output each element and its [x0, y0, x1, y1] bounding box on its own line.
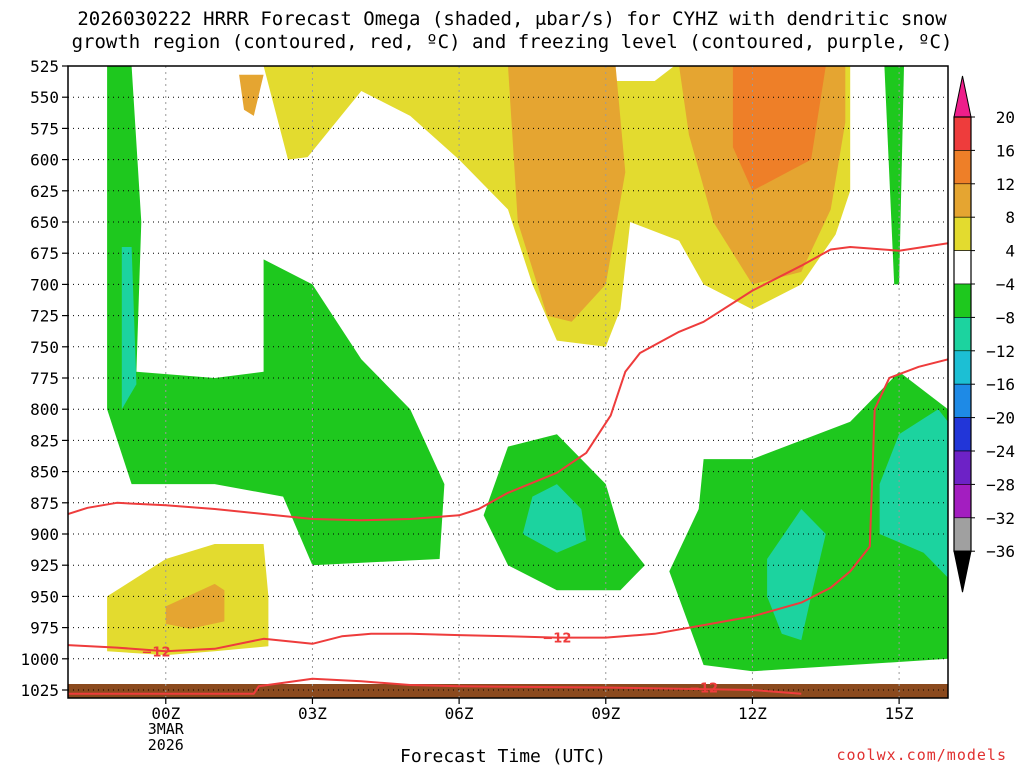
colorbar-outline	[953, 116, 972, 552]
colorbar-bin-3	[953, 183, 972, 218]
plot-border	[67, 65, 949, 699]
ytick-label-925: 925	[30, 556, 59, 575]
colorbar-label-2: 12	[996, 175, 1015, 194]
colorbar-bin-12	[953, 484, 972, 519]
contour-label-2: −12	[689, 682, 718, 697]
y-axis: 525 550 575 600 625 650 675 700 725 750 775 800 825 8…	[20, 57, 68, 700]
colorbar-bin-4	[953, 216, 972, 251]
plot-frame	[67, 65, 949, 699]
omega-region-14	[879, 409, 948, 578]
ytick-label-725: 725	[30, 307, 59, 326]
colorbar-bin-5	[953, 250, 972, 285]
ytick-label-1025: 1025	[20, 681, 59, 700]
xtick-label-06Z: 06Z	[445, 704, 474, 723]
ytick-label-625: 625	[30, 182, 59, 201]
ytick-label-550: 550	[30, 88, 59, 107]
shaded-omega-regions	[68, 66, 948, 698]
omega-region-11	[121, 247, 137, 410]
colorbar-bin-6	[953, 283, 972, 318]
ytick-label-750: 750	[30, 338, 59, 357]
ytick-label-700: 700	[30, 275, 59, 294]
colorbar-bin-11	[953, 450, 972, 485]
colorbar-label-12: −32	[986, 509, 1015, 528]
temperature-contours	[68, 242, 948, 695]
colorbar-bottom-triangle	[953, 550, 972, 593]
colorbar-label-0: 20	[996, 108, 1015, 127]
colorbar-label-13: −36	[986, 542, 1015, 561]
ytick-label-800: 800	[30, 400, 59, 419]
contour-label-1: −12	[542, 632, 571, 647]
colorbar-bin-2	[953, 150, 972, 185]
colorbar-top-triangle	[953, 75, 972, 118]
x-date-label-year: 2026	[148, 736, 184, 754]
ytick-label-675: 675	[30, 244, 59, 263]
omega-region-10	[884, 66, 904, 285]
colorbar-label-10: −24	[986, 442, 1015, 461]
ytick-label-650: 650	[30, 213, 59, 232]
dotted-grid	[68, 65, 948, 698]
ytick-label-900: 900	[30, 525, 59, 544]
ytick-label-875: 875	[30, 494, 59, 513]
ytick-label-1000: 1000	[20, 650, 59, 669]
colorbar-label-9: −20	[986, 409, 1015, 428]
omega-region-2	[239, 74, 264, 116]
x-date-label-day: 3MAR	[148, 720, 185, 738]
colorbar-label-3: 8	[1005, 208, 1015, 227]
chart-title-line1: 2026030222 HRRR Forecast Omega (shaded, …	[77, 8, 947, 30]
ytick-label-975: 975	[30, 619, 59, 638]
xtick-label-09Z: 09Z	[591, 704, 620, 723]
colorbar-label-4: 4	[1005, 242, 1015, 261]
colorbar-bin-7	[953, 317, 972, 352]
colorbar-label-11: −28	[986, 475, 1015, 494]
xtick-label-00Z: 00Z	[151, 704, 180, 723]
omega-region-3	[508, 66, 626, 322]
colorbar-bin-10	[953, 417, 972, 452]
contour-line-1	[68, 358, 948, 653]
chart-title-line2: growth region (contoured, red, ºC) and f…	[71, 31, 953, 53]
contour-labels: −12 −12 −12	[142, 632, 719, 697]
surface-terrain	[68, 684, 948, 698]
ytick-label-575: 575	[30, 119, 59, 138]
colorbar-label-1: 16	[996, 141, 1015, 160]
colorbar-label-7: −12	[986, 342, 1015, 361]
colorbar: 20 16 12 8 4 −4 −8 −12 −16 −20 −24 −28 −32 −36	[953, 75, 1015, 593]
omega-region-7	[107, 66, 445, 566]
xtick-label-03Z: 03Z	[298, 704, 327, 723]
x-axis-label: Forecast Time (UTC)	[400, 746, 606, 767]
contour-line-0	[68, 242, 948, 522]
ytick-label-825: 825	[30, 431, 59, 450]
colorbar-bin-8	[953, 350, 972, 385]
ytick-label-775: 775	[30, 369, 59, 388]
ytick-label-525: 525	[30, 57, 59, 76]
credit-text: coolwx.com/models	[836, 746, 1007, 764]
ytick-label-600: 600	[30, 151, 59, 170]
omega-region-5	[165, 583, 225, 629]
colorbar-label-8: −16	[986, 375, 1015, 394]
colorbar-label-6: −8	[996, 308, 1015, 327]
omega-region-12	[522, 484, 587, 553]
xtick-label-15Z: 15Z	[885, 704, 914, 723]
contour-line-2	[68, 677, 802, 695]
ytick-label-850: 850	[30, 463, 59, 482]
contour-label-0: −12	[142, 645, 171, 660]
colorbar-bin-9	[953, 383, 972, 418]
omega-region-6	[732, 66, 826, 191]
colorbar-bin-13	[953, 517, 972, 552]
ytick-label-950: 950	[30, 587, 59, 606]
xtick-label-12Z: 12Z	[738, 704, 767, 723]
colorbar-label-5: −4	[996, 275, 1015, 294]
colorbar-bin-1	[953, 116, 972, 151]
